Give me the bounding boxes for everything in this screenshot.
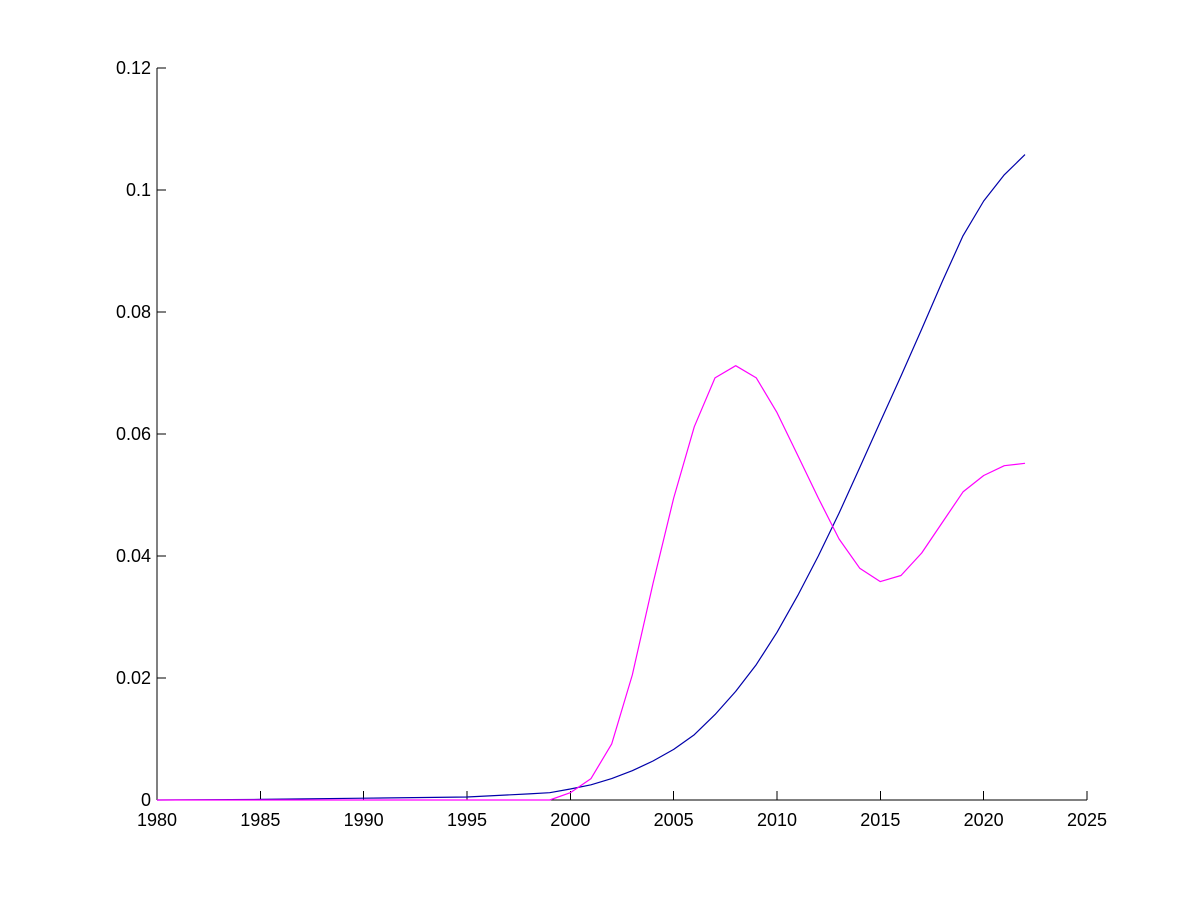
y-tick-label: 0.06 (116, 424, 151, 444)
x-tick-label: 2025 (1067, 810, 1107, 830)
y-ticks: 0 0.02 0.04 0.06 0.08 0.1 0.12 (116, 58, 166, 810)
y-tick-label: 0.1 (126, 180, 151, 200)
series-line-1 (156, 154, 1026, 801)
x-tick-label: 1985 (240, 810, 280, 830)
x-tick-label: 2010 (757, 810, 797, 830)
x-ticks: 1980 1985 1990 1995 2000 2005 2010 2015 2020 2025 (137, 791, 1107, 830)
y-tick-label: 0.12 (116, 58, 151, 78)
x-tick-label: 2020 (964, 810, 1004, 830)
y-tick-label: 0.04 (116, 546, 151, 566)
series-line-2 (157, 365, 1026, 801)
x-tick-label: 2005 (654, 810, 694, 830)
series-layer (156, 154, 1026, 801)
axes (156, 68, 1087, 801)
y-tick-label: 0 (141, 790, 151, 810)
x-tick-label: 1980 (137, 810, 177, 830)
x-tick-label: 2015 (860, 810, 900, 830)
x-tick-label: 2000 (550, 810, 590, 830)
y-tick-label: 0.02 (116, 668, 151, 688)
y-tick-label: 0.08 (116, 302, 151, 322)
x-tick-label: 1995 (447, 810, 487, 830)
x-tick-label: 1990 (344, 810, 384, 830)
